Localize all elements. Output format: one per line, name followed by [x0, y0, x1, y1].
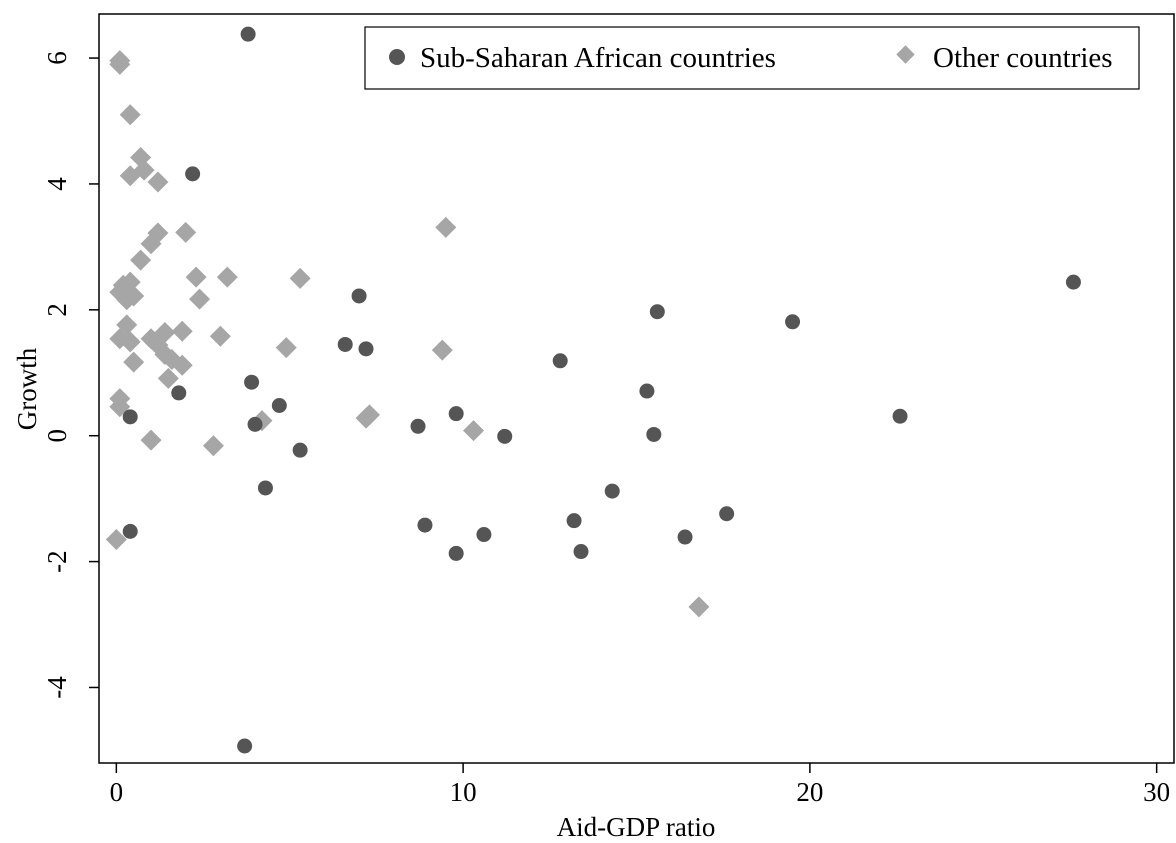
data-point-diamond: [189, 288, 211, 310]
data-point-circle: [122, 409, 138, 425]
data-point-diamond: [289, 267, 311, 289]
data-point-diamond: [355, 407, 377, 429]
data-point-circle: [257, 480, 273, 496]
data-point-diamond: [123, 285, 145, 307]
data-point-diamond: [109, 281, 131, 303]
data-point-circle: [892, 408, 908, 424]
data-point-circle: [271, 397, 287, 413]
data-point-diamond: [275, 337, 297, 359]
data-point-circle: [337, 336, 353, 352]
plot-area-frame: [98, 13, 1175, 764]
y-tick-label: 0: [42, 429, 72, 443]
data-point-diamond: [202, 435, 224, 457]
data-point-diamond: [209, 325, 231, 347]
data-point-circle: [237, 738, 253, 754]
data-point-diamond: [140, 429, 162, 451]
data-point-circle: [604, 483, 620, 499]
legend: Sub-Saharan African countries Other coun…: [364, 26, 1140, 90]
data-point-diamond: [119, 165, 141, 187]
data-point-circle: [785, 314, 801, 330]
data-point-circle: [417, 517, 433, 533]
data-point-circle: [351, 288, 367, 304]
data-point-circle: [448, 406, 464, 422]
data-point-circle: [476, 527, 492, 543]
data-point-diamond: [185, 266, 207, 288]
data-point-diamond: [251, 410, 273, 432]
data-point-diamond: [171, 354, 193, 376]
data-point-circle: [573, 544, 589, 560]
data-point-circle: [244, 374, 260, 390]
data-point-diamond: [431, 339, 453, 361]
data-point-diamond: [116, 289, 138, 311]
x-tick-label: 0: [110, 777, 124, 807]
y-tick-label: -2: [42, 550, 72, 573]
y-axis-title: Growth: [12, 347, 42, 430]
legend-label-sub-saharan: Sub-Saharan African countries: [420, 42, 776, 74]
y-tick-label: 6: [42, 51, 72, 65]
series-other: [105, 50, 710, 618]
data-point-diamond: [463, 420, 485, 442]
y-axis: -4 -2 0 2 4 6 Growth: [12, 51, 99, 699]
data-point-circle: [448, 545, 464, 561]
x-tick-label: 20: [796, 777, 823, 807]
data-point-diamond: [123, 351, 145, 373]
data-point-diamond: [171, 320, 193, 342]
x-axis: 0 10 20 30 Aid-GDP ratio: [110, 763, 1170, 842]
data-point-circle: [247, 416, 263, 432]
data-point-circle: [649, 304, 665, 320]
data-point-circle: [719, 506, 735, 522]
data-point-circle: [1065, 274, 1081, 290]
legend-label-other: Other countries: [933, 42, 1113, 74]
x-tick-label: 30: [1143, 777, 1170, 807]
data-point-circle: [552, 353, 568, 369]
legend-box: [364, 26, 1140, 90]
data-point-diamond: [109, 396, 131, 418]
data-point-circle: [677, 529, 693, 545]
legend-marker-sub-saharan: [389, 49, 405, 65]
data-points: [105, 26, 1081, 754]
data-point-circle: [292, 442, 308, 458]
data-point-circle: [122, 523, 138, 539]
legend-marker-other: [896, 45, 915, 64]
y-tick-label: -4: [42, 676, 72, 699]
data-point-diamond: [105, 529, 127, 551]
data-point-circle: [410, 418, 426, 434]
data-point-diamond: [688, 596, 710, 618]
data-point-circle: [171, 385, 187, 401]
data-point-diamond: [435, 216, 457, 238]
data-point-diamond: [140, 233, 162, 255]
y-tick-label: 4: [42, 177, 72, 191]
data-point-circle: [566, 513, 582, 529]
data-point-diamond: [175, 221, 197, 243]
data-point-diamond: [130, 249, 152, 271]
data-point-diamond: [147, 171, 169, 193]
series-sub-saharan: [122, 26, 1081, 754]
data-point-diamond: [157, 367, 179, 389]
data-point-diamond: [119, 331, 141, 353]
data-point-circle: [639, 383, 655, 399]
y-tick-label: 2: [42, 303, 72, 317]
data-point-circle: [358, 341, 374, 357]
data-point-diamond: [109, 328, 131, 350]
data-point-diamond: [119, 104, 141, 126]
x-axis-title: Aid-GDP ratio: [557, 812, 716, 842]
data-point-diamond: [109, 53, 131, 75]
data-point-circle: [646, 426, 662, 442]
data-point-circle: [497, 428, 513, 444]
data-point-circle: [240, 26, 256, 42]
data-point-circle: [185, 166, 201, 182]
x-tick-label: 10: [450, 777, 477, 807]
data-point-diamond: [216, 266, 238, 288]
